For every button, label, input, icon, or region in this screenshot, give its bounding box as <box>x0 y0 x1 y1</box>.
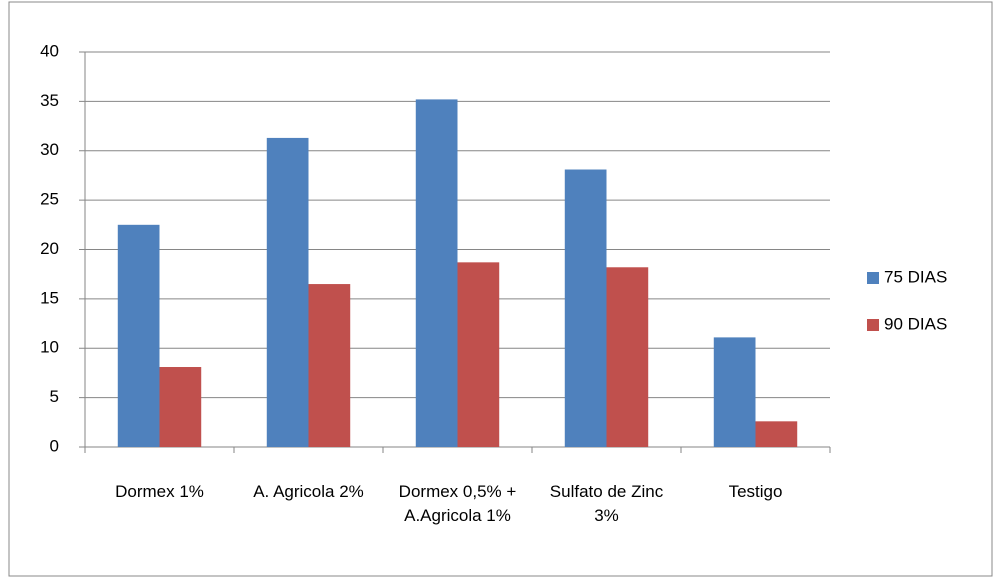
legend-swatch <box>867 272 879 284</box>
x-tick-label: Testigo <box>728 482 783 501</box>
chart-border <box>8 1 993 577</box>
y-tick-label: 40 <box>40 41 59 60</box>
x-tick-label: Sulfato de Zinc 3% <box>549 482 664 525</box>
bar <box>606 267 649 447</box>
y-tick-label: 35 <box>40 91 59 110</box>
bar <box>457 262 500 447</box>
x-tick-label: A. Agricola 2% <box>253 482 364 501</box>
y-tick-label: 0 <box>50 436 59 455</box>
bar <box>755 421 798 447</box>
y-tick-label: 25 <box>40 190 59 209</box>
bar <box>713 337 756 447</box>
bar <box>117 224 160 447</box>
y-tick-label: 20 <box>40 239 59 258</box>
bar <box>266 137 309 447</box>
x-tick-label: Dormex 1% <box>115 482 204 501</box>
bar <box>308 284 351 447</box>
legend-swatch <box>867 319 879 331</box>
legend-label: 75 DIAS <box>884 267 947 286</box>
x-tick-label: Dormex 0,5% + A.Agricola 1% <box>398 482 517 525</box>
bar <box>159 367 202 447</box>
bar <box>415 99 458 448</box>
legend-label: 90 DIAS <box>884 314 947 333</box>
bar <box>564 169 607 447</box>
y-tick-label: 10 <box>40 338 59 357</box>
y-tick-label: 15 <box>40 288 59 307</box>
y-tick-label: 5 <box>50 387 59 406</box>
y-tick-label: 30 <box>40 140 59 159</box>
